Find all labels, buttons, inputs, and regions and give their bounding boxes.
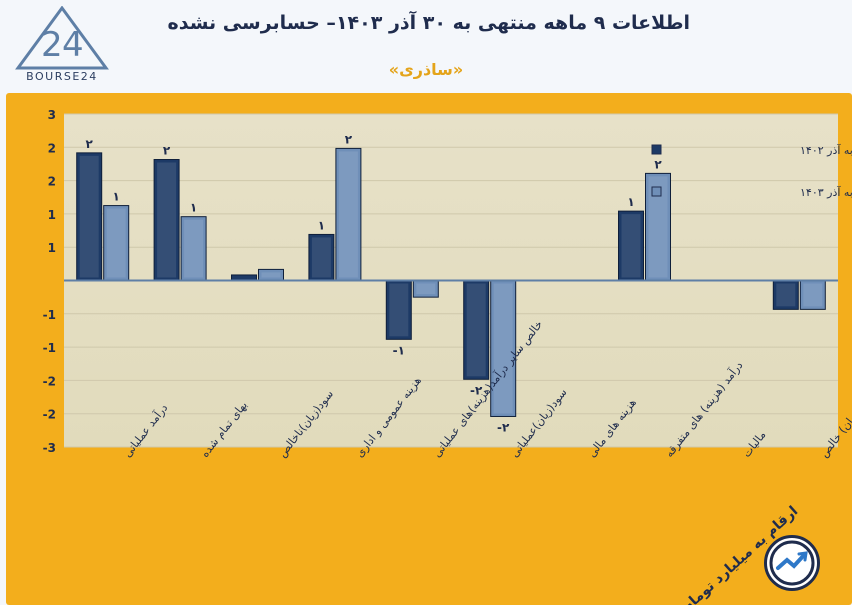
data-label: ۱ [113, 190, 120, 204]
bar-bevel [803, 283, 823, 307]
data-label: -۱ [393, 343, 405, 357]
bar-bevel [389, 283, 409, 337]
bar-1403 [799, 280, 826, 310]
y-tick-label: 1 [48, 208, 56, 222]
bar-1402 [463, 280, 490, 380]
y-tick-label: -1 [43, 308, 56, 322]
bar-bevel [261, 272, 281, 278]
y-tick-label: -3 [43, 441, 56, 455]
legend-label: عملکرد منتهی به آذر ۱۴۰۲ [800, 143, 852, 157]
bourse24-badge-icon [764, 535, 820, 591]
x-category-label: بهای تمام شده [198, 399, 250, 460]
data-label: ۲ [86, 137, 94, 151]
svg-text:4: 4 [62, 25, 84, 65]
bar-bevel [79, 155, 99, 278]
bar-1403 [335, 147, 362, 281]
bar-bevel [776, 283, 796, 307]
legend-swatch [651, 186, 662, 197]
y-tick-label: 3 [48, 108, 56, 122]
bar-bevel [621, 214, 641, 278]
x-category-label: مالیات [740, 428, 769, 459]
y-tick-label: 1 [48, 241, 56, 255]
x-category-label: هزینه های مالی [585, 396, 639, 460]
y-tick-label: 2 [48, 141, 56, 155]
bar-bevel [493, 283, 513, 414]
bar-1403 [103, 205, 130, 281]
bar-1403 [490, 280, 517, 417]
bar-bevel [184, 219, 204, 278]
page-title: اطلاعات ۹ ماهه منتهی به ۳۰ آذر ۱۴۰۳– حسا… [167, 12, 690, 34]
bar-1402 [76, 152, 103, 282]
x-category-label: سود(زیان) خالص [817, 390, 852, 460]
bar-1402 [308, 233, 335, 281]
y-tick-label: -2 [43, 374, 56, 388]
bar-bevel [338, 151, 358, 278]
data-label: ۱ [318, 218, 325, 232]
y-tick-label: -2 [43, 408, 56, 422]
logo-text: BOURSE24 [26, 70, 98, 83]
bar-1403 [180, 216, 207, 282]
data-label: ۲ [345, 132, 353, 146]
bar-1402 [385, 280, 412, 340]
x-category-label: درآمد (هزینه) های متفرقه [662, 358, 746, 460]
x-category-label: سود(زیان)ناخالص [276, 388, 336, 460]
bar-bevel [106, 208, 126, 278]
bar-bevel [648, 176, 668, 278]
bar-1402 [153, 159, 180, 281]
data-label: ۲ [654, 157, 662, 171]
bar-bevel [311, 237, 331, 278]
y-tick-label: -1 [43, 341, 56, 355]
x-category-label: درآمد عملیاتی [120, 401, 170, 460]
x-category-label: سود(زیان)عملیاتی [508, 386, 570, 460]
legend-label: عملکرد منتهی به آذر ۱۴۰۳ [800, 185, 852, 199]
page-header: 2 4 BOURSE24 اطلاعات ۹ ماهه منتهی به ۳۰ … [0, 0, 852, 90]
data-label: ۱ [190, 201, 197, 215]
bar-bevel [157, 162, 177, 278]
bar-1402 [772, 280, 799, 310]
svg-text:2: 2 [41, 25, 63, 65]
data-label: ۱ [627, 195, 634, 209]
company-name: «ساذری» [388, 60, 464, 79]
legend-swatch [651, 144, 662, 155]
bar-1402 [618, 210, 644, 281]
logo-emblem-icon: 2 4 [15, 5, 109, 70]
bar-bevel [466, 283, 486, 377]
data-label: ۲ [163, 144, 171, 158]
data-label: -۲ [470, 383, 483, 397]
y-tick-label: 2 [48, 175, 56, 189]
data-label: -۲ [497, 420, 510, 434]
bar-bevel [416, 283, 436, 295]
bourse24-logo: 2 4 BOURSE24 [14, 5, 110, 86]
